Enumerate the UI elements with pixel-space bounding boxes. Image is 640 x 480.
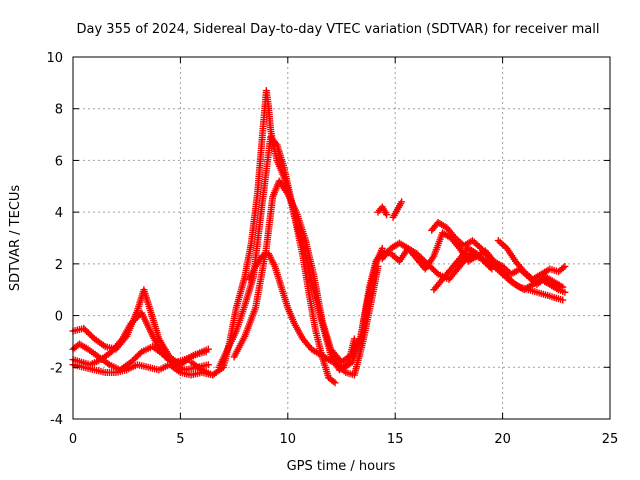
- data-point: [331, 379, 339, 387]
- y-tick-label: 10: [46, 51, 63, 66]
- y-axis-label: SDTVAR / TECUs: [8, 185, 23, 292]
- series-sat-track-15: [494, 237, 569, 283]
- data-point: [559, 296, 567, 304]
- axis-ticks: 0 5 10 15 20 25 -4 -2 0 2 4 6 8 10: [46, 51, 618, 447]
- data-point: [204, 361, 212, 369]
- data-point: [117, 336, 125, 344]
- series-sat-track-3: [69, 340, 212, 374]
- y-tick-label: 6: [55, 154, 63, 169]
- data-point: [136, 349, 144, 357]
- series-sat-track-6: [215, 133, 358, 374]
- x-tick-label: 15: [387, 432, 404, 447]
- data-point: [561, 262, 569, 270]
- data-point: [398, 198, 406, 206]
- x-tick-label: 20: [494, 432, 511, 447]
- x-tick-label: 10: [280, 432, 297, 447]
- x-tick-label: 5: [176, 432, 184, 447]
- data-point: [433, 269, 441, 277]
- data-point: [202, 348, 210, 356]
- data-point: [561, 288, 569, 296]
- data-point: [383, 211, 391, 219]
- y-tick-label: 4: [55, 206, 63, 221]
- y-tick-label: -2: [50, 361, 63, 376]
- series-sat-track-8: [245, 250, 382, 379]
- x-tick-label: 0: [69, 432, 77, 447]
- series-sat-track-2: [69, 309, 210, 369]
- data-point: [272, 139, 280, 147]
- y-tick-label: 8: [55, 103, 63, 118]
- series-sat-track-10: [374, 203, 391, 219]
- y-tick-label: 2: [55, 258, 63, 273]
- series-sat-track-5: [187, 87, 339, 387]
- data-point: [559, 264, 567, 272]
- x-axis-label: GPS time / hours: [287, 459, 396, 474]
- data-points: [69, 87, 569, 387]
- x-tick-label: 25: [602, 432, 619, 447]
- series-sat-track-11: [389, 198, 406, 221]
- y-tick-label: -4: [50, 413, 63, 428]
- series-sat-track-14: [428, 218, 569, 296]
- data-point: [329, 378, 337, 386]
- chart-title: Day 355 of 2024, Sidereal Day-to-day VTE…: [77, 22, 600, 37]
- plot-frame: [72, 56, 611, 420]
- y-tick-label: 0: [55, 310, 63, 325]
